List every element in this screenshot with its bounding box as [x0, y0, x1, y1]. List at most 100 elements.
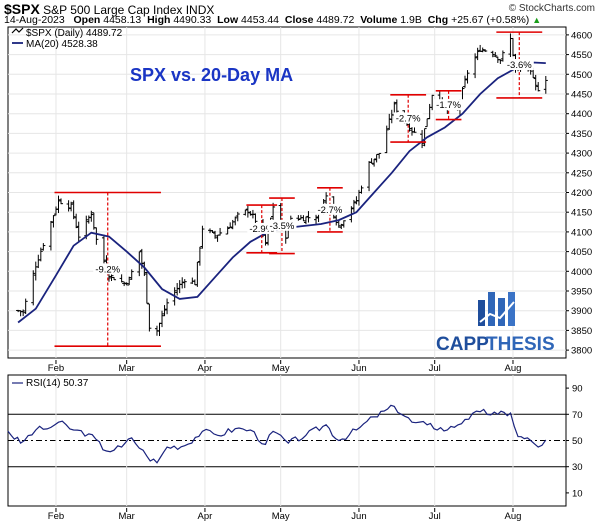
chg-value: +25.67 (+0.58%) — [451, 14, 530, 26]
month-tick-label: Feb — [48, 363, 64, 374]
ohlc-bar — [127, 276, 132, 286]
ohlc-bar — [543, 75, 548, 94]
rsi-tick-label: 90 — [572, 384, 583, 395]
month-tick-label: Jun — [351, 363, 366, 374]
ohlc-bar — [500, 50, 505, 62]
ohlc-bar — [213, 230, 218, 239]
symbol: $SPX — [4, 1, 40, 17]
ohlc-bar — [21, 309, 26, 317]
ohlc-bar — [23, 298, 28, 314]
price-tick-label: 3950 — [571, 287, 592, 298]
price-tick-label: 4300 — [571, 149, 592, 160]
low-label: Low — [217, 14, 239, 26]
ohlc-bar — [124, 282, 129, 286]
ohlc-bar — [271, 202, 276, 222]
price-tick-label: 4400 — [571, 109, 592, 120]
index-name: S&P 500 Large Cap Index — [43, 3, 183, 17]
drawdown-label: -2.7% — [396, 113, 421, 124]
drawdown-label: -3.5% — [270, 221, 295, 232]
logo-word-capp: CAPP — [436, 334, 489, 355]
month-tick-label: Apr — [198, 511, 213, 522]
ohlc-bar — [31, 270, 36, 306]
drawdown-label-bg — [247, 222, 277, 234]
bottom-month-axis: Feb Mar Apr May Jun Jul Aug — [48, 508, 521, 522]
rsi-tick-label: 50 — [572, 436, 583, 447]
ohlc-bar — [422, 128, 427, 147]
high-label: High — [147, 14, 171, 26]
volume-value: 1.9B — [400, 14, 422, 26]
ohlc-bar — [351, 199, 356, 213]
month-tick-label: Apr — [198, 363, 213, 374]
ohlc-bar — [473, 53, 478, 79]
ohlc-bar — [182, 279, 187, 289]
ohlc-bar — [498, 59, 503, 64]
ohlc-bar — [233, 216, 238, 226]
ohlc-bar — [430, 94, 435, 111]
month-tick-label: May — [272, 511, 290, 522]
high-value: 4490.33 — [173, 14, 212, 26]
ohlc-bar — [162, 305, 167, 317]
ohlc-bar — [324, 192, 329, 206]
rsi-line — [7, 404, 547, 464]
ohlc-bar — [510, 38, 515, 57]
ohlc-bar — [69, 201, 74, 212]
price-legend: $SPX (Daily) 4489.72 MA(20) 4528.38 — [11, 27, 123, 50]
rsi-axis: 10 30 50 70 90 — [566, 384, 583, 499]
ohlc-bar — [59, 198, 64, 205]
exchange: INDX — [185, 3, 215, 17]
ohlc-bar — [493, 52, 498, 58]
ohlc-bar — [119, 273, 124, 283]
capp-thesis-logo: CAPP THESIS — [436, 292, 555, 355]
ohlc-bar — [306, 211, 311, 223]
ohlc-bar — [314, 213, 319, 226]
chart-header: $SPX S&P 500 Large Cap Index INDX — [4, 1, 214, 17]
price-tick-label: 3900 — [571, 306, 592, 317]
ohlc-bar — [76, 221, 81, 243]
quote-line: 14-Aug-2023 Open 4458.13 High 4490.33 Lo… — [4, 14, 541, 26]
drawdown-label-bg — [393, 112, 423, 124]
chg-label: Chg — [427, 14, 449, 26]
ohlc-bar — [56, 195, 61, 214]
month-tick-label: Mar — [118, 511, 134, 522]
ohlc-bar — [112, 277, 117, 281]
month-tick-label: Jul — [429, 363, 441, 374]
ohlc-bar — [180, 277, 185, 289]
ohlc-bar — [420, 130, 425, 149]
rsi-tick-label: 30 — [572, 462, 583, 473]
rsi-tick-label: 10 — [572, 488, 583, 499]
chg-up-arrow-icon: ▲ — [532, 15, 542, 25]
ohlc-bar — [160, 310, 165, 328]
logo-bars-icon — [478, 292, 515, 326]
month-tick-label: Feb — [48, 511, 64, 522]
ohlc-bar — [210, 230, 215, 233]
ohlc-bar — [200, 225, 205, 249]
month-tick-label: Jul — [429, 511, 441, 522]
drawdown-marker: -9.2% — [54, 191, 161, 347]
drawdown-label: -3.6% — [507, 60, 532, 71]
price-tick-label: 4050 — [571, 247, 592, 258]
ohlc-bar — [339, 223, 344, 230]
ohlc-bar — [38, 247, 43, 262]
logo-word-thesis: THESIS — [486, 334, 555, 355]
ohlc-bar — [195, 261, 200, 287]
drawdown-marker: -3.6% — [496, 31, 543, 99]
ohlc-bar — [129, 269, 134, 280]
price-tick-label: 4450 — [571, 89, 592, 100]
ohlc-bar — [480, 47, 485, 53]
price-tick-label: 4000 — [571, 267, 592, 278]
brand-credit: © StockCharts.com — [508, 3, 595, 14]
ohlc-bar — [341, 220, 346, 228]
drawdown-label-bg — [504, 59, 534, 71]
rsi-legend: RSI(14) 50.37 — [26, 378, 89, 389]
ohlc-bar — [218, 227, 223, 236]
drawdown-label: -9.2% — [95, 264, 120, 275]
ohlc-bar — [490, 50, 495, 58]
ohlc-bar — [197, 246, 202, 266]
ohlc-bar — [475, 47, 480, 61]
legend-spx: $SPX (Daily) 4489.72 — [26, 28, 123, 39]
price-tick-label: 3850 — [571, 326, 592, 337]
ohlc-bar — [245, 205, 250, 218]
ohlc-bar — [243, 209, 248, 216]
price-tick-label: 4100 — [571, 227, 592, 238]
